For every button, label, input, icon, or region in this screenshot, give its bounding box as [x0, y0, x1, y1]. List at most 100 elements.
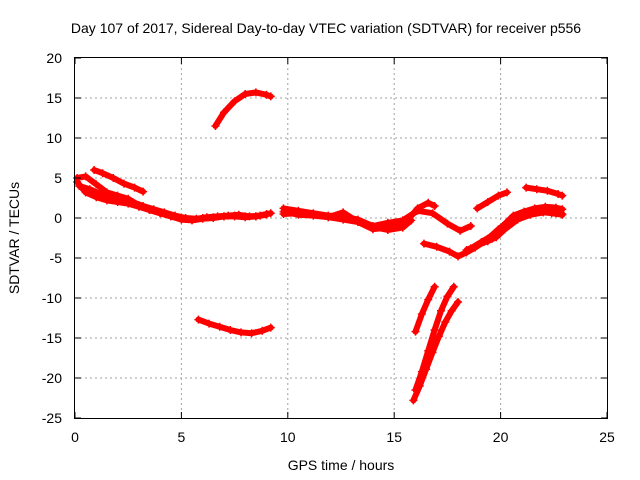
data-point [96, 190, 105, 198]
data-point [107, 193, 116, 202]
y-tick-label: 10 [46, 130, 62, 146]
data-point [149, 205, 158, 214]
y-tick-label: -25 [42, 410, 62, 426]
data-point [192, 214, 201, 223]
data-point [407, 216, 416, 225]
y-tick-label: 5 [54, 170, 62, 186]
data-point [430, 282, 439, 291]
data-point [558, 210, 567, 219]
x-tick-label: 25 [599, 429, 615, 445]
data-point [447, 306, 456, 315]
y-tick-label: 0 [54, 210, 62, 226]
y-tick-label: 20 [46, 50, 62, 66]
x-tick-label: 15 [386, 429, 402, 445]
data-point [417, 367, 426, 376]
data-point [483, 198, 492, 206]
data-point [119, 179, 128, 188]
data-point [432, 242, 441, 251]
data-point [128, 198, 137, 206]
data-point [230, 97, 239, 106]
data-point [434, 332, 443, 341]
data-point [211, 122, 220, 130]
data-point [171, 211, 180, 220]
data-point [109, 174, 118, 182]
data-point [339, 208, 348, 217]
data-point [445, 247, 454, 256]
data-point [454, 298, 463, 306]
data-point [224, 211, 233, 220]
data-point [98, 169, 107, 178]
data-point [234, 210, 243, 219]
x-tick-label: 5 [178, 429, 186, 445]
data-point [428, 209, 437, 218]
data-point [251, 88, 260, 97]
data-point [81, 172, 90, 181]
data-point [443, 219, 452, 228]
data-point [449, 282, 458, 291]
data-point [441, 318, 450, 326]
data-point [483, 234, 492, 243]
data-point [466, 222, 475, 230]
y-tick-label: -20 [42, 370, 62, 386]
data-point [547, 209, 556, 218]
data-point [502, 188, 511, 197]
data-point [494, 191, 503, 200]
data-point [532, 185, 541, 194]
data-point [477, 238, 486, 246]
x-axis-title: GPS time / hours [288, 457, 395, 473]
series-line-16 [412, 283, 438, 335]
data-point [117, 195, 126, 204]
series-line-14 [474, 189, 510, 212]
axis-ticks [74, 57, 608, 419]
data-point [505, 217, 514, 226]
data-point [266, 209, 275, 218]
data-point [247, 329, 256, 338]
data-point [92, 180, 101, 189]
data-point [411, 327, 420, 336]
data-point [424, 295, 433, 304]
data-point [241, 90, 250, 98]
data-point [466, 244, 475, 253]
data-point [213, 212, 222, 221]
data-point [160, 208, 169, 217]
data-point [309, 211, 318, 220]
data-point [262, 90, 271, 99]
data-point [424, 346, 433, 355]
data-point [522, 183, 531, 192]
data-point [430, 326, 439, 334]
data-point [139, 187, 148, 196]
data-point [85, 185, 94, 194]
data-point [456, 226, 465, 235]
data-point [181, 214, 190, 222]
data-point [424, 198, 433, 207]
y-tick-label: -5 [50, 250, 63, 266]
data-point [558, 191, 567, 200]
y-tick-label: 15 [46, 90, 62, 106]
data-point [554, 190, 563, 198]
data-point [236, 328, 245, 337]
x-tick-label: 0 [71, 429, 79, 445]
y-tick-label: -15 [42, 330, 62, 346]
data-point [494, 225, 503, 234]
data-point [411, 386, 420, 394]
plot-frame [74, 57, 608, 419]
data-point [139, 202, 148, 210]
data-point [409, 396, 418, 405]
data-point [256, 211, 265, 220]
data-point [473, 204, 482, 213]
data-point [398, 223, 407, 232]
data-point [515, 210, 524, 219]
y-tick-label: -10 [42, 290, 62, 306]
chart-title: Day 107 of 2017, Sidereal Day-to-day VTE… [71, 20, 581, 36]
data-point [279, 207, 288, 216]
data-point [543, 186, 552, 195]
data-point [526, 207, 535, 216]
series-line-9 [280, 208, 415, 233]
data-point [226, 326, 235, 334]
data-point [354, 218, 363, 226]
y-tick-labels: -25 -20 -15 -10 -5 0 5 10 15 20 [42, 50, 62, 426]
x-tick-labels: 0 5 10 15 20 25 [71, 429, 615, 445]
data-point [368, 222, 377, 231]
data-point [413, 204, 422, 213]
